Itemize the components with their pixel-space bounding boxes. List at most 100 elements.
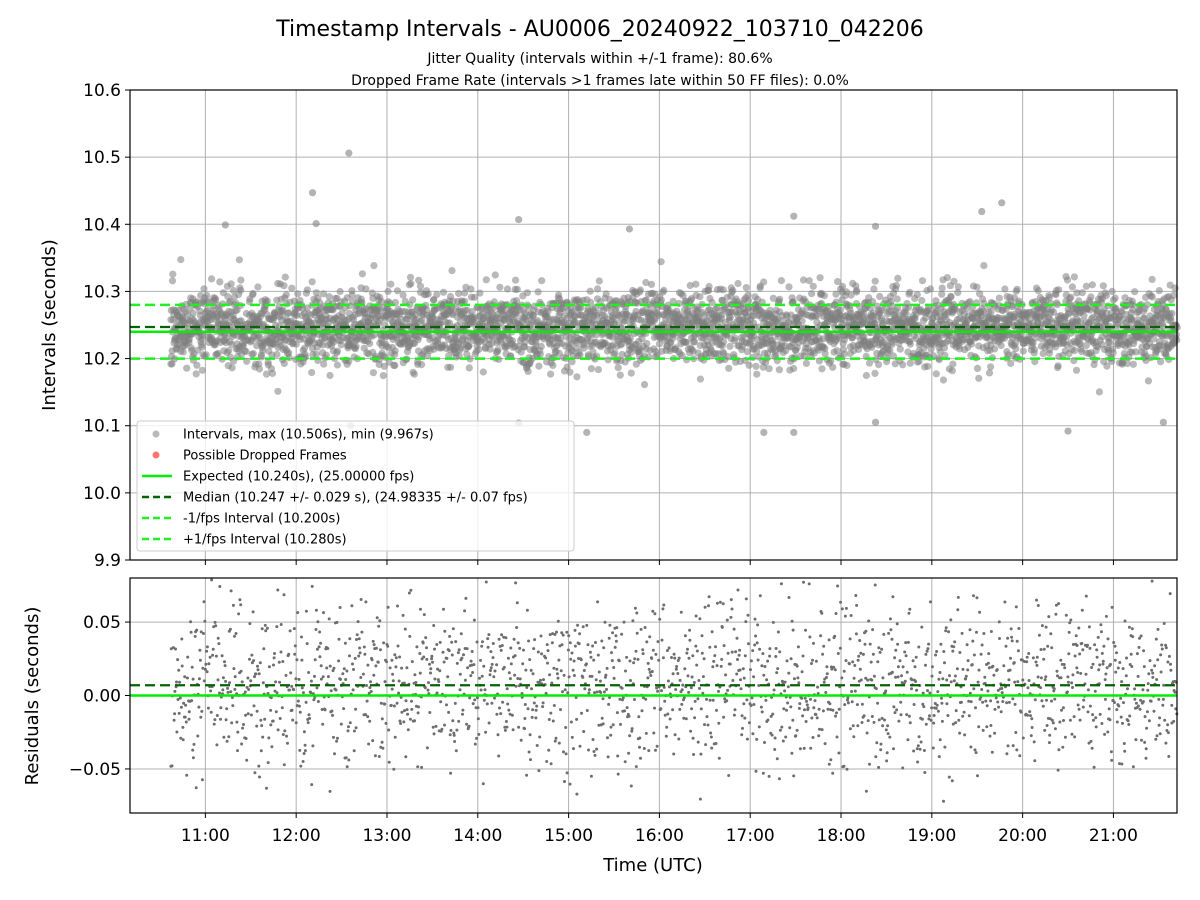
residual-point (209, 689, 213, 693)
interval-point (1068, 283, 1076, 291)
residual-point (178, 696, 182, 700)
residual-point (319, 677, 323, 681)
residual-point (533, 638, 537, 642)
residual-point (369, 690, 373, 693)
interval-point (789, 298, 797, 306)
interval-point (549, 361, 557, 369)
residual-point (217, 642, 221, 646)
residual-point (365, 684, 368, 687)
residual-point (445, 656, 449, 660)
residual-point (270, 745, 274, 749)
interval-point (703, 317, 711, 325)
residual-point (381, 746, 385, 750)
interval-point (547, 370, 555, 378)
residual-point (598, 679, 602, 683)
residual-point (640, 709, 644, 713)
residual-point (425, 746, 429, 750)
interval-point (322, 351, 330, 359)
interval-point (785, 283, 793, 291)
residual-point (464, 596, 468, 600)
residual-point (367, 742, 371, 746)
residual-point (233, 687, 237, 691)
residual-point (451, 627, 455, 631)
interval-point (809, 282, 817, 290)
residual-point (567, 634, 571, 638)
interval-point (1049, 308, 1058, 316)
interval-point (202, 351, 210, 359)
interval-point (486, 345, 494, 353)
residual-point (590, 674, 594, 678)
residual-point (680, 702, 684, 706)
residual-point (659, 707, 663, 711)
residual-point (215, 743, 219, 747)
residual-point (239, 603, 243, 607)
residual-point (638, 736, 642, 740)
interval-point (948, 367, 956, 375)
residual-point (632, 661, 636, 665)
residual-point (432, 624, 436, 627)
residual-point (409, 588, 413, 592)
residual-point (457, 719, 461, 723)
residual-point (641, 696, 645, 700)
interval-point (409, 296, 417, 304)
interval-point (798, 317, 806, 325)
residual-point (475, 640, 479, 644)
residual-point (499, 648, 503, 652)
interval-point (1082, 282, 1090, 290)
interval-point (995, 294, 1003, 302)
residual-point (615, 711, 619, 715)
residual-point (565, 630, 569, 634)
residual-point (671, 708, 675, 712)
residual-point (393, 735, 397, 739)
residual-point (368, 719, 372, 723)
residual-point (273, 652, 276, 655)
residual-point (332, 666, 336, 670)
residual-point (562, 750, 565, 754)
residual-point (240, 680, 244, 684)
interval-point (660, 286, 668, 294)
interval-point (594, 285, 602, 293)
residual-point (455, 661, 459, 665)
residual-point (500, 633, 504, 637)
residual-point (656, 640, 660, 644)
residual-point (492, 675, 496, 679)
residual-point (578, 632, 582, 636)
interval-point (820, 292, 829, 300)
interval-point (847, 291, 855, 299)
residual-point (450, 653, 454, 657)
residual-point (462, 653, 465, 657)
interval-point (319, 341, 327, 349)
residual-point (331, 669, 335, 673)
residual-point (374, 646, 378, 650)
residual-point (515, 626, 519, 629)
residual-point (522, 648, 525, 652)
residual-point (641, 648, 645, 652)
residual-point (402, 681, 406, 685)
residual-point (352, 749, 356, 753)
residual-point (509, 646, 513, 650)
residual-point (321, 675, 325, 679)
residual-point (235, 720, 239, 724)
residual-point (257, 672, 261, 676)
residual-point (257, 764, 261, 768)
interval-point (1157, 358, 1165, 366)
interval-point (976, 290, 984, 298)
residual-point (665, 725, 669, 729)
residual-point (290, 684, 294, 688)
residual-point (430, 657, 434, 661)
residual-point (646, 661, 650, 665)
residual-point (256, 668, 260, 672)
residual-point (547, 748, 551, 752)
residual-point (421, 641, 425, 645)
residual-point (277, 660, 281, 664)
residual-point (269, 696, 273, 700)
residual-point (394, 665, 398, 669)
residual-point (458, 672, 462, 676)
residual-point (396, 644, 400, 648)
interval-point (348, 291, 356, 299)
interval-point (776, 295, 784, 303)
interval-point (416, 282, 425, 290)
interval-point (805, 277, 813, 285)
residual-point (643, 626, 647, 629)
interval-outlier-point (760, 428, 768, 437)
